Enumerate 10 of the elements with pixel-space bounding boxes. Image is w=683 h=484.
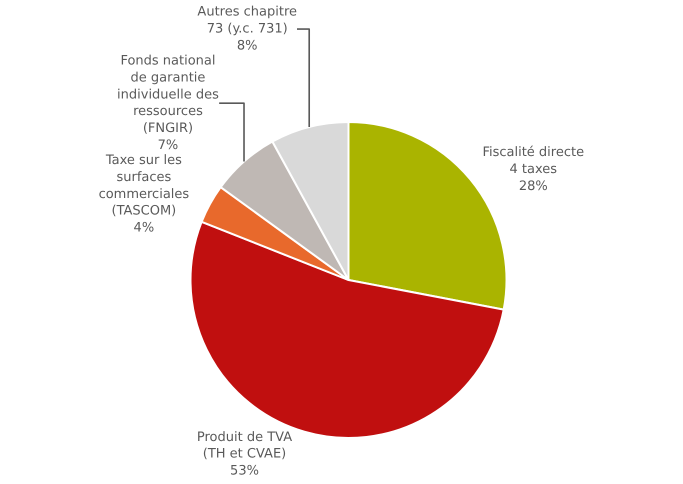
data-label: 28% — [518, 178, 548, 194]
data-label: 53% — [230, 464, 259, 479]
slice-label: Produit de TVA (TH et CVAE) — [196, 430, 292, 462]
data-label: 8% — [236, 38, 258, 54]
slice-label: Autres chapitre 73 (y.c. 731) — [197, 4, 298, 37]
slice-label: Fonds national de garantie individuelle des ressources (FNGIR) — [117, 54, 220, 136]
slice-label: Taxe sur les surfaces commerciales (TASCOM) — [98, 153, 190, 219]
data-label: 7% — [158, 138, 178, 153]
data-label: 4% — [134, 220, 154, 236]
slice-label: Fiscalité directe 4 taxes — [482, 144, 584, 177]
